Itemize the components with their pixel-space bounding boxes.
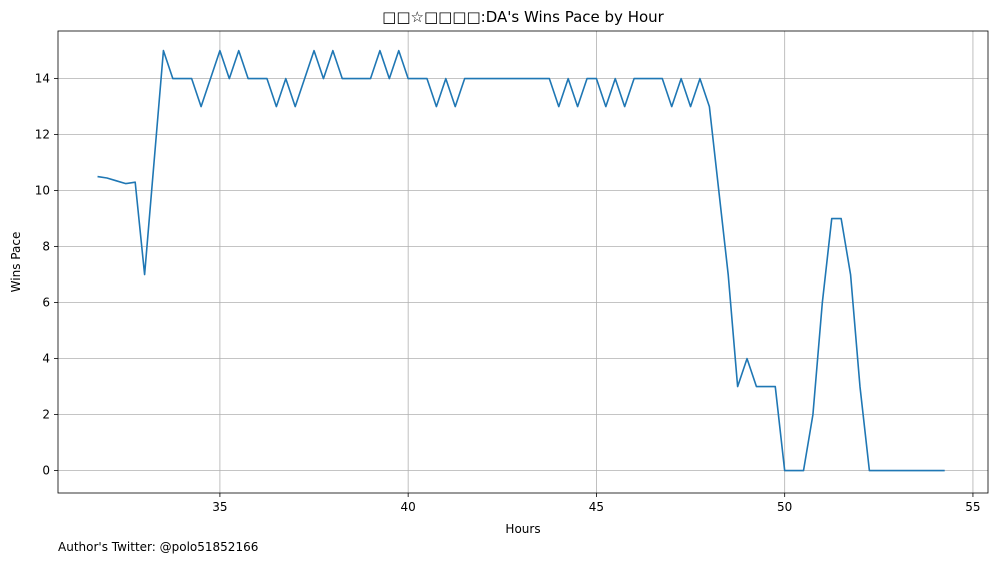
x-tick-label: 45 [589, 500, 604, 514]
y-tick-label: 12 [35, 128, 50, 142]
axis-ticks: 35 40 45 50 55 0 2 4 6 8 10 12 14 [35, 72, 981, 514]
y-tick-label: 6 [42, 296, 50, 310]
chart-title: □□☆□□□□:DA's Wins Pace by Hour [382, 8, 664, 26]
y-tick-label: 14 [35, 72, 50, 86]
y-axis-label: Wins Pace [9, 232, 23, 293]
axes-frame [57, 30, 989, 494]
y-tick-label: 10 [35, 184, 50, 198]
y-tick-label: 2 [42, 408, 50, 422]
plot-area [97, 49, 945, 472]
x-tick-label: 55 [965, 500, 980, 514]
wins-pace-series-line [97, 49, 945, 472]
x-tick-label: 35 [212, 500, 227, 514]
x-tick-label: 40 [401, 500, 416, 514]
x-tick-label: 50 [777, 500, 792, 514]
y-tick-label: 0 [42, 464, 50, 478]
author-twitter-note: Author's Twitter: @polo51852166 [58, 540, 258, 554]
x-axis-label: Hours [505, 522, 540, 536]
y-tick-label: 4 [42, 352, 50, 366]
y-tick-label: 8 [42, 240, 50, 254]
